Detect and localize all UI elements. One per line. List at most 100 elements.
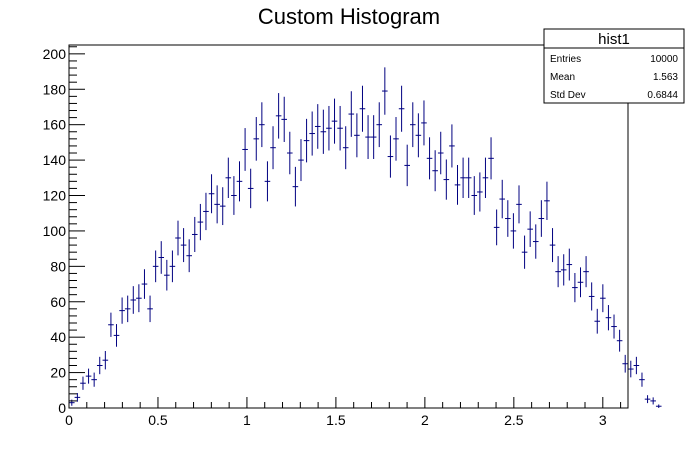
data-point — [432, 150, 438, 192]
data-point — [611, 314, 617, 339]
data-point — [85, 368, 92, 384]
data-point — [583, 256, 589, 288]
data-point — [292, 166, 299, 207]
y-tick-label: 80 — [50, 258, 66, 274]
data-point — [393, 117, 399, 161]
data-point — [214, 185, 220, 224]
y-tick-label: 100 — [43, 223, 67, 239]
data-point — [298, 139, 304, 182]
y-tick-label: 200 — [43, 46, 67, 62]
data-point — [382, 67, 388, 115]
data-point — [471, 176, 478, 215]
data-point — [331, 98, 338, 144]
data-point — [342, 126, 349, 170]
data-point — [113, 324, 120, 347]
chart-title: Custom Histogram — [258, 4, 440, 29]
data-point — [303, 118, 310, 163]
data-point — [141, 269, 148, 299]
data-point — [74, 393, 81, 402]
data-point — [577, 267, 584, 298]
y-tick-label: 20 — [50, 365, 66, 381]
x-tick-label: 2.5 — [504, 412, 524, 428]
data-point — [309, 111, 315, 156]
data-point — [650, 397, 656, 405]
data-point — [605, 305, 612, 331]
y-tick-label: 160 — [43, 117, 67, 133]
x-tick-label: 0 — [65, 412, 73, 428]
data-point — [555, 256, 561, 288]
data-point — [594, 308, 601, 334]
axes: 0 0.5 1 1.5 2 2.5 3 0 20 40 60 80 100 120 140 160 180 200 — [43, 46, 622, 428]
data-point — [169, 250, 176, 283]
data-point — [421, 100, 427, 146]
x-tick-label: 1.5 — [326, 412, 346, 428]
plot-frame — [68, 44, 629, 409]
data-point — [152, 250, 159, 283]
data-point — [354, 113, 360, 158]
data-point — [437, 131, 444, 175]
data-point — [270, 126, 276, 170]
x-tick-label: 2 — [421, 412, 429, 428]
data-point — [314, 104, 321, 149]
data-point — [96, 356, 103, 375]
data-point — [633, 356, 640, 375]
data-point — [119, 297, 125, 324]
stat-value-stddev: 0.6844 — [647, 90, 678, 101]
data-point — [415, 113, 422, 158]
data-point — [281, 96, 288, 142]
data-point — [80, 376, 86, 390]
data-point — [655, 404, 662, 408]
y-tick-label: 140 — [43, 152, 67, 168]
data-point — [426, 137, 433, 180]
data-point — [108, 312, 114, 337]
data-point — [175, 220, 181, 256]
data-point — [186, 239, 192, 273]
data-point — [203, 192, 209, 231]
stat-label-stddev: Std Dev — [550, 90, 586, 101]
x-tick-label: 1 — [243, 412, 251, 428]
data-point — [465, 157, 472, 198]
data-point — [287, 131, 293, 175]
data-point — [365, 115, 371, 159]
data-point — [398, 85, 405, 132]
data-point — [644, 395, 651, 404]
data-point — [477, 172, 483, 212]
data-point — [130, 286, 137, 314]
data-point — [488, 137, 494, 180]
data-point — [102, 350, 109, 370]
data-point — [639, 372, 645, 387]
data-point — [376, 102, 383, 148]
data-point — [600, 284, 606, 313]
data-point — [208, 174, 215, 214]
x-tick-label: 3 — [599, 412, 607, 428]
data-point — [219, 187, 226, 226]
y-tick-label: 120 — [43, 188, 67, 204]
data-point — [443, 159, 450, 200]
data-point — [326, 105, 332, 151]
data-point — [628, 360, 634, 378]
data-point — [527, 211, 533, 247]
data-point — [320, 109, 327, 154]
data-point — [225, 157, 232, 198]
y-tick-label: 60 — [50, 294, 66, 310]
data-point — [124, 295, 131, 323]
data-point — [505, 200, 511, 237]
data-marks — [69, 67, 662, 408]
data-point — [482, 157, 489, 198]
y-tick-label: 0 — [58, 400, 66, 416]
data-point — [242, 128, 248, 171]
data-point — [370, 115, 377, 159]
y-tick-label: 180 — [43, 81, 67, 97]
x-tick-label: 0.5 — [148, 412, 168, 428]
data-point — [231, 176, 237, 215]
stat-value-entries: 10000 — [650, 54, 678, 65]
data-point — [532, 224, 539, 259]
data-point — [510, 213, 517, 249]
data-point — [359, 85, 366, 132]
data-point — [259, 102, 265, 148]
stats-box: hist1 Entries 10000 Mean 1.563 Std Dev 0… — [543, 28, 685, 104]
y-tick-label: 40 — [50, 329, 66, 345]
data-point — [404, 144, 410, 187]
data-point — [499, 179, 506, 219]
data-point — [337, 105, 343, 151]
